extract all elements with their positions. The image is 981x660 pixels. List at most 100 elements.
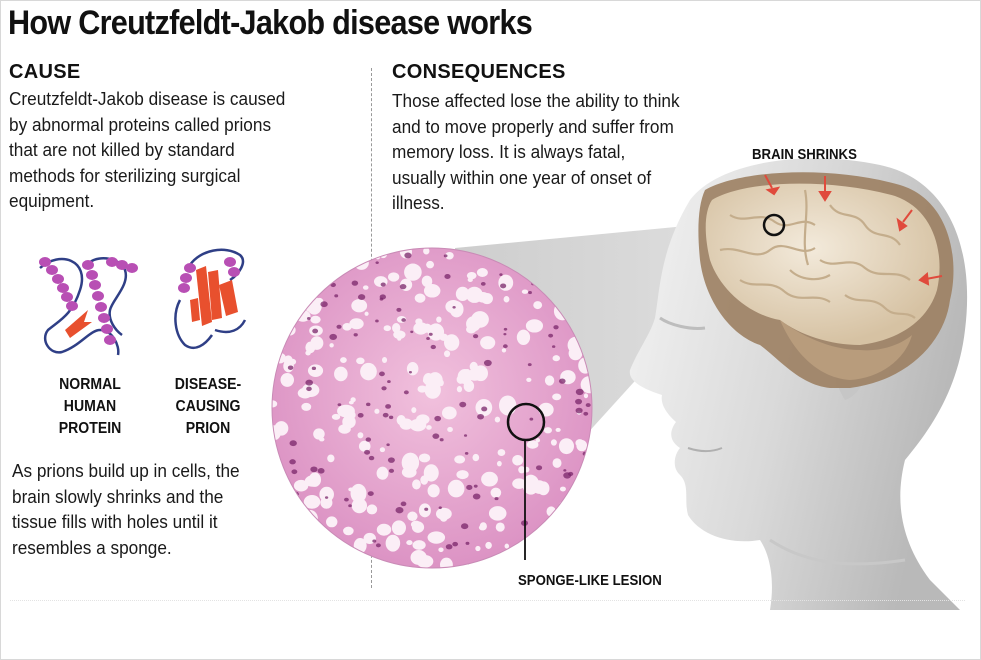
nucleus	[311, 366, 317, 371]
vacuole	[330, 541, 343, 555]
vacuole	[558, 438, 575, 455]
nucleus	[286, 493, 295, 500]
vacuole	[551, 545, 561, 557]
vacuole	[578, 531, 586, 537]
vacuole	[416, 414, 430, 425]
vacuole	[326, 516, 338, 528]
vacuole	[423, 284, 441, 298]
vacuole	[439, 557, 453, 568]
nucleus	[289, 459, 296, 465]
vacuole	[543, 427, 552, 434]
vacuole	[295, 310, 311, 322]
vacuole	[276, 493, 295, 507]
normal-protein-label: NORMAL HUMAN PROTEIN	[37, 374, 143, 440]
nucleus	[499, 273, 503, 276]
nucleus	[375, 261, 379, 265]
vacuole	[580, 376, 592, 394]
nucleus	[291, 469, 298, 475]
vacuole	[360, 362, 377, 381]
nucleus	[296, 251, 305, 258]
nucleus	[334, 294, 339, 298]
nucleus	[320, 301, 328, 308]
nucleus	[375, 543, 381, 548]
nucleus	[503, 327, 508, 331]
nucleus	[483, 359, 492, 367]
vacuole	[443, 350, 451, 358]
vacuole	[280, 372, 295, 387]
buildup-line: resembles a sponge.	[12, 536, 172, 558]
vacuole	[364, 311, 369, 316]
vacuole	[272, 555, 280, 567]
nucleus	[432, 433, 440, 439]
vacuole	[272, 290, 287, 305]
nucleus	[321, 544, 329, 551]
vacuole	[568, 346, 583, 361]
nucleus	[428, 332, 433, 336]
vacuole	[498, 274, 514, 291]
vacuole	[573, 487, 579, 493]
nucleus	[438, 506, 442, 510]
nucleus	[388, 468, 395, 473]
vacuole	[445, 251, 454, 260]
vacuole	[496, 460, 502, 467]
cause-line: that are not killed by standard	[9, 139, 235, 161]
consequences-text: Those affected lose the ability to think…	[392, 88, 680, 216]
cause-text: Creutzfeldt-Jakob disease is caused by a…	[9, 86, 285, 214]
vacuole	[293, 280, 300, 286]
vacuole	[307, 364, 324, 377]
vacuole	[411, 421, 416, 427]
nucleus	[348, 504, 352, 508]
vacuole	[273, 324, 280, 329]
cause-heading: CAUSE	[9, 61, 81, 83]
vacuole	[427, 484, 440, 498]
nucleus	[276, 564, 280, 568]
vacuole	[456, 386, 463, 393]
nucleus	[464, 451, 469, 455]
vacuole	[572, 496, 590, 511]
vacuole	[423, 372, 434, 386]
nucleus	[466, 484, 473, 490]
nucleus	[388, 415, 394, 420]
vacuole	[449, 301, 464, 318]
brain-icon	[698, 172, 954, 388]
cause-line: Creutzfeldt-Jakob disease is caused	[9, 88, 286, 109]
vacuole	[415, 318, 423, 325]
nucleus	[473, 484, 478, 488]
nucleus	[305, 379, 313, 386]
vacuole	[525, 319, 544, 333]
vacuole	[427, 531, 446, 544]
cause-line: by abnormal proteins called prions	[9, 113, 272, 135]
nucleus	[329, 333, 338, 341]
vacuole	[323, 258, 329, 262]
normal-protein-label-line: NORMAL	[59, 376, 121, 393]
nucleus	[336, 324, 342, 329]
vacuole	[343, 526, 354, 536]
tissue-sample	[272, 248, 592, 568]
vacuole	[413, 322, 429, 335]
vacuole	[406, 362, 419, 376]
brain-shrinks-label: BRAIN SHRINKS	[752, 146, 857, 163]
vacuole	[498, 395, 517, 416]
prion-label: DISEASE- CAUSING PRION	[155, 374, 261, 440]
vacuole	[406, 266, 413, 273]
vacuole	[295, 291, 302, 297]
vacuole	[454, 455, 466, 464]
vacuole	[358, 440, 371, 452]
vacuole	[348, 487, 354, 492]
vacuole	[512, 478, 526, 489]
vacuole	[472, 453, 480, 462]
nucleus	[353, 333, 358, 337]
nucleus	[372, 539, 377, 543]
nucleus	[386, 443, 390, 447]
normal-protein-label-line: PROTEIN	[58, 420, 122, 437]
nucleus	[575, 407, 583, 414]
vacuole	[345, 547, 353, 556]
nucleus	[472, 334, 479, 339]
buildup-text: As prions build up in cells, the brain s…	[12, 458, 240, 560]
vacuole	[495, 522, 505, 532]
vacuole	[439, 514, 448, 522]
vacuole	[485, 541, 492, 549]
vacuole	[436, 316, 442, 323]
vacuole	[466, 368, 483, 381]
